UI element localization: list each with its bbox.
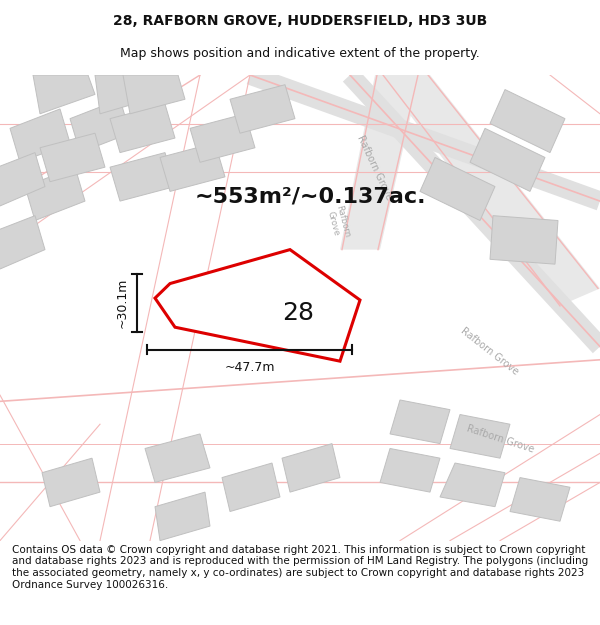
Text: Contains OS data © Crown copyright and database right 2021. This information is : Contains OS data © Crown copyright and d… <box>12 545 588 589</box>
Text: Rafborn
Grove: Rafborn Grove <box>325 204 352 241</box>
Polygon shape <box>490 216 558 264</box>
Polygon shape <box>450 414 510 458</box>
Polygon shape <box>470 128 545 191</box>
Polygon shape <box>230 85 295 133</box>
Polygon shape <box>110 104 175 152</box>
Polygon shape <box>420 158 495 221</box>
Text: Rafborn Grove: Rafborn Grove <box>356 133 394 201</box>
Polygon shape <box>160 143 225 191</box>
Polygon shape <box>40 133 105 182</box>
Polygon shape <box>190 114 255 162</box>
Text: 28: 28 <box>283 301 314 325</box>
Polygon shape <box>282 444 340 492</box>
Polygon shape <box>340 75 420 249</box>
Polygon shape <box>110 152 175 201</box>
Text: Rafborn Grove: Rafborn Grove <box>459 326 521 377</box>
Polygon shape <box>510 478 570 521</box>
Polygon shape <box>222 463 280 511</box>
Polygon shape <box>0 152 45 206</box>
Polygon shape <box>155 249 360 361</box>
Text: ~30.1m: ~30.1m <box>116 278 129 328</box>
Text: 28, RAFBORN GROVE, HUDDERSFIELD, HD3 3UB: 28, RAFBORN GROVE, HUDDERSFIELD, HD3 3UB <box>113 14 487 28</box>
Text: Map shows position and indicative extent of the property.: Map shows position and indicative extent… <box>120 48 480 61</box>
Polygon shape <box>70 99 130 152</box>
Polygon shape <box>123 75 185 114</box>
Polygon shape <box>33 75 95 114</box>
Polygon shape <box>380 449 440 492</box>
Polygon shape <box>10 109 70 162</box>
Polygon shape <box>42 458 100 507</box>
Polygon shape <box>25 167 85 221</box>
Text: ~47.7m: ~47.7m <box>224 361 275 374</box>
Polygon shape <box>155 492 210 541</box>
Polygon shape <box>0 216 45 269</box>
Polygon shape <box>490 89 565 152</box>
Polygon shape <box>145 434 210 482</box>
Text: ~553m²/~0.137ac.: ~553m²/~0.137ac. <box>195 186 427 206</box>
Polygon shape <box>440 463 505 507</box>
Polygon shape <box>380 75 600 308</box>
Polygon shape <box>95 75 150 114</box>
Text: Rafborn Grove: Rafborn Grove <box>465 423 535 454</box>
Polygon shape <box>390 400 450 444</box>
